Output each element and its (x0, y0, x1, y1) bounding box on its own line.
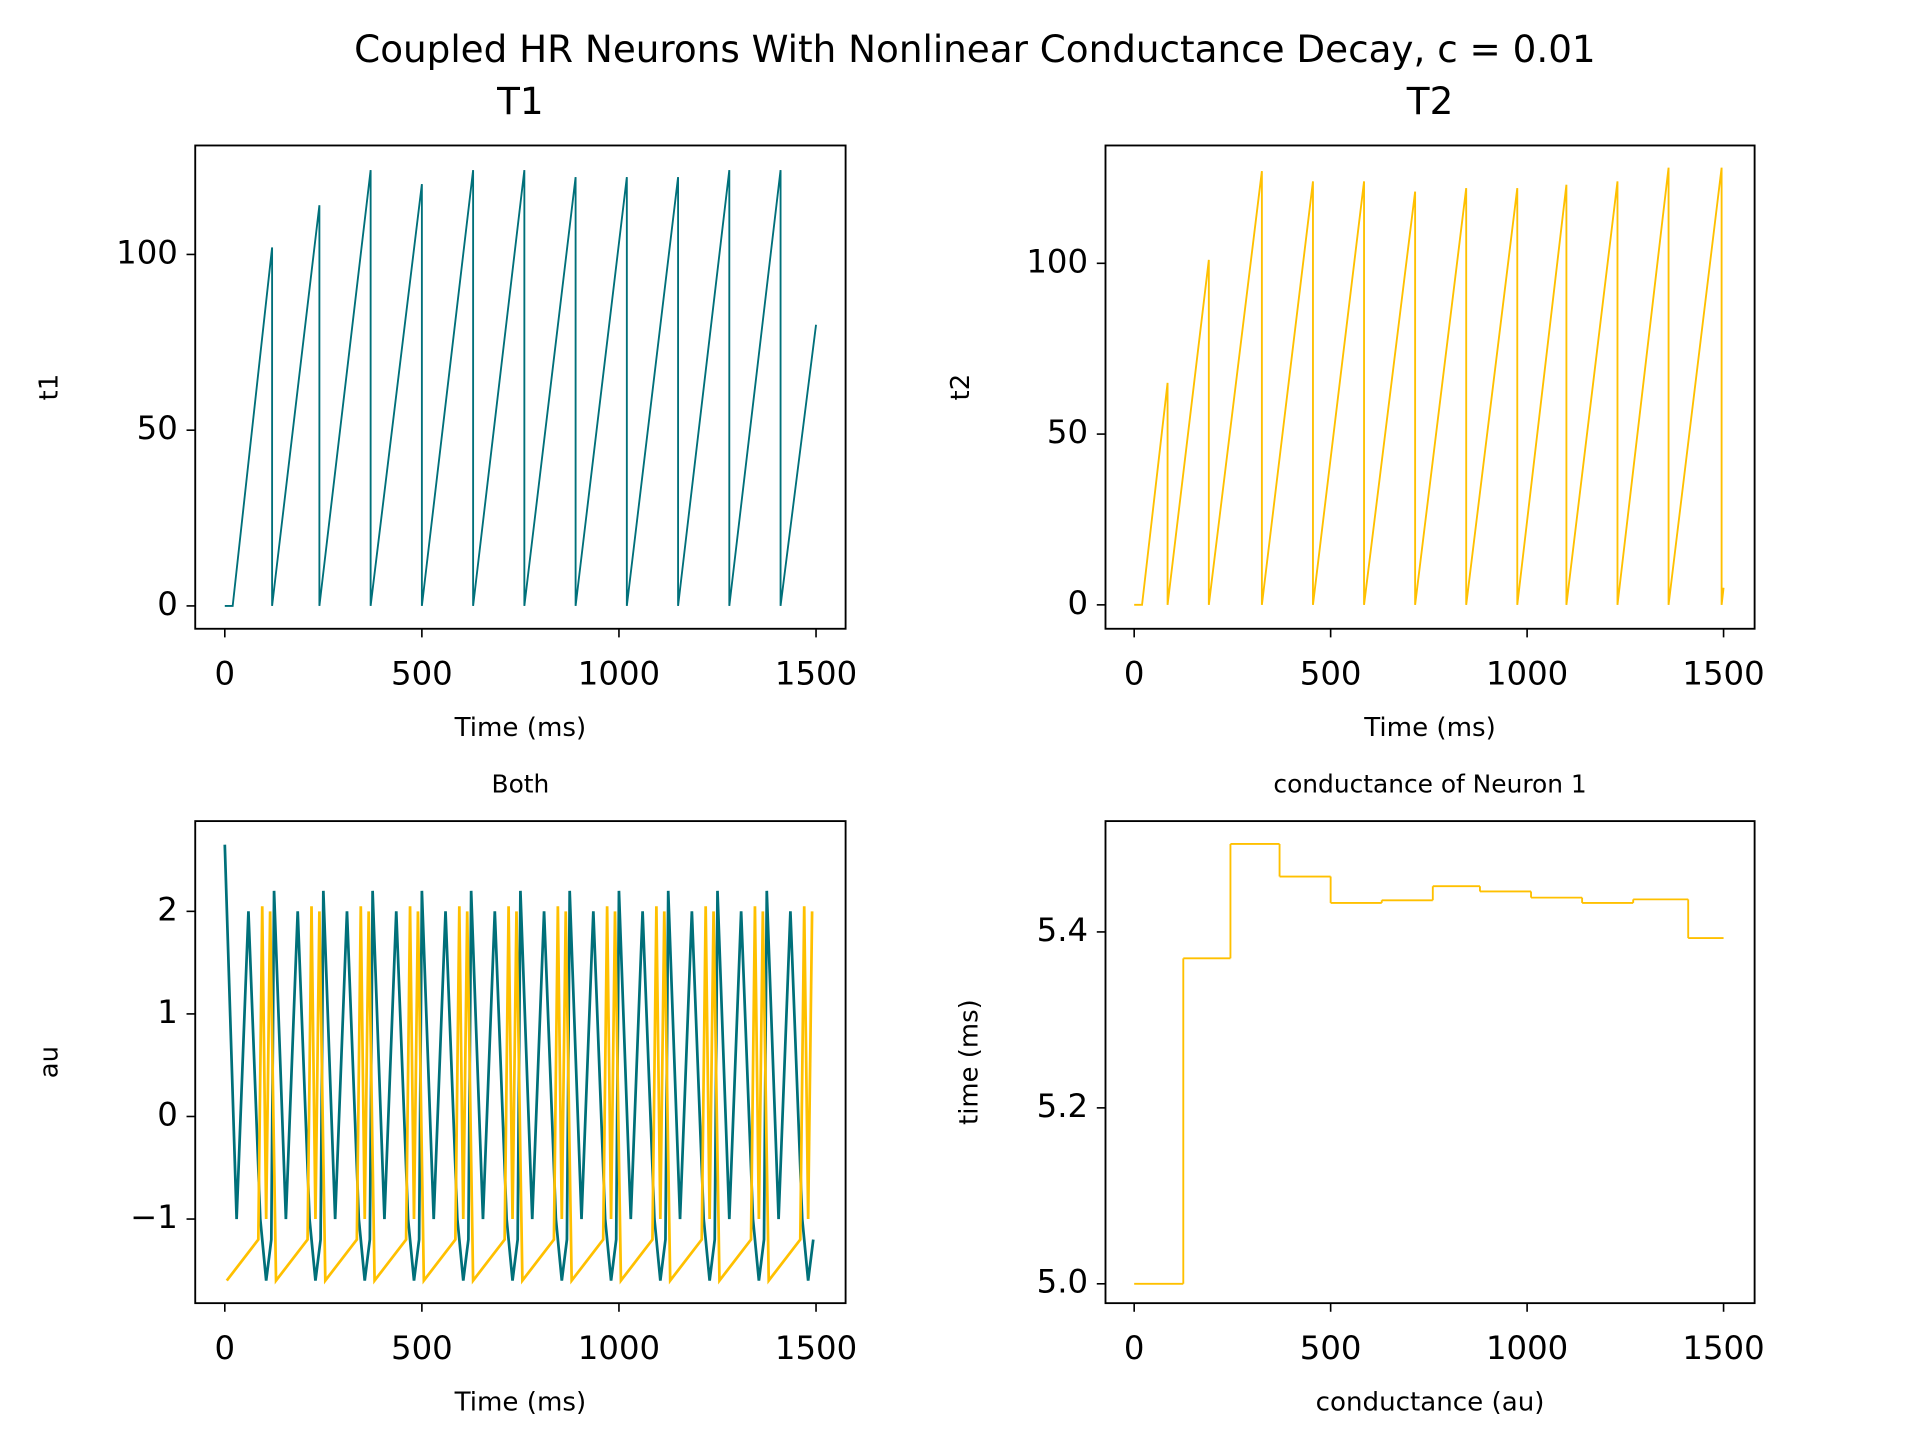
y-tick-label: 50 (1047, 413, 1088, 451)
y-axis-label: time (ms) (954, 999, 984, 1125)
x-tick-label: 500 (1300, 1329, 1362, 1367)
data-line (225, 906, 814, 1285)
data-line (224, 169, 817, 607)
y-tick-label: 5.0 (1037, 1263, 1088, 1301)
x-tick-label: 1500 (775, 1329, 857, 1367)
plot-area (224, 169, 817, 607)
subplot-title: T1 (496, 80, 544, 123)
y-tick-label: 0 (157, 585, 178, 623)
y-tick-label: 5.2 (1037, 1087, 1088, 1125)
x-tick-label: 1000 (1486, 655, 1568, 693)
x-tick-label: 500 (1300, 655, 1362, 693)
x-tick-label: 1000 (578, 655, 660, 693)
x-tick-label: 1500 (1682, 655, 1764, 693)
x-tick-label: 0 (215, 655, 236, 693)
x-tick-label: 0 (1124, 655, 1145, 693)
y-tick-label: 5.4 (1037, 911, 1088, 949)
x-tick-label: 0 (215, 1329, 236, 1367)
y-tick-label: 2 (157, 890, 178, 928)
x-tick-label: 0 (1124, 1329, 1145, 1367)
y-tick-label: 1 (157, 993, 178, 1031)
subplot-title: conductance of Neuron 1 (1273, 769, 1586, 798)
axes-frame (194, 144, 847, 630)
plot-area (1134, 843, 1724, 1285)
x-axis-label: Time (ms) (454, 1388, 587, 1418)
x-tick-label: 1000 (1486, 1329, 1568, 1367)
y-axis-label: au (34, 1046, 64, 1078)
subplot-title: T2 (1406, 80, 1454, 123)
axes-frame (1104, 820, 1756, 1305)
x-axis-label: Time (ms) (454, 713, 587, 743)
subplot-title: Both (492, 769, 550, 798)
figure-title: Coupled HR Neurons With Nonlinear Conduc… (354, 28, 1595, 71)
y-tick-label: 0 (157, 1096, 178, 1134)
x-tick-label: 500 (391, 655, 453, 693)
x-axis-label: Time (ms) (1363, 713, 1496, 743)
plot-area (223, 844, 815, 1285)
axes-frame (194, 820, 847, 1305)
x-axis-label: conductance (au) (1316, 1388, 1545, 1418)
y-tick-label: 50 (137, 409, 178, 447)
axes-frame (1104, 144, 1756, 630)
y-tick-label: 0 (1068, 584, 1089, 622)
y-axis-label: t1 (34, 374, 64, 401)
y-tick-label: −1 (130, 1198, 178, 1236)
plot-area (1134, 167, 1725, 606)
y-tick-label: 100 (116, 234, 178, 272)
x-tick-label: 1000 (578, 1329, 660, 1367)
x-tick-label: 1500 (1682, 1329, 1764, 1367)
data-line (1134, 167, 1725, 606)
y-axis-label: t2 (946, 374, 976, 401)
y-tick-label: 100 (1026, 242, 1088, 280)
x-tick-label: 500 (391, 1329, 453, 1367)
x-tick-label: 1500 (775, 655, 857, 693)
